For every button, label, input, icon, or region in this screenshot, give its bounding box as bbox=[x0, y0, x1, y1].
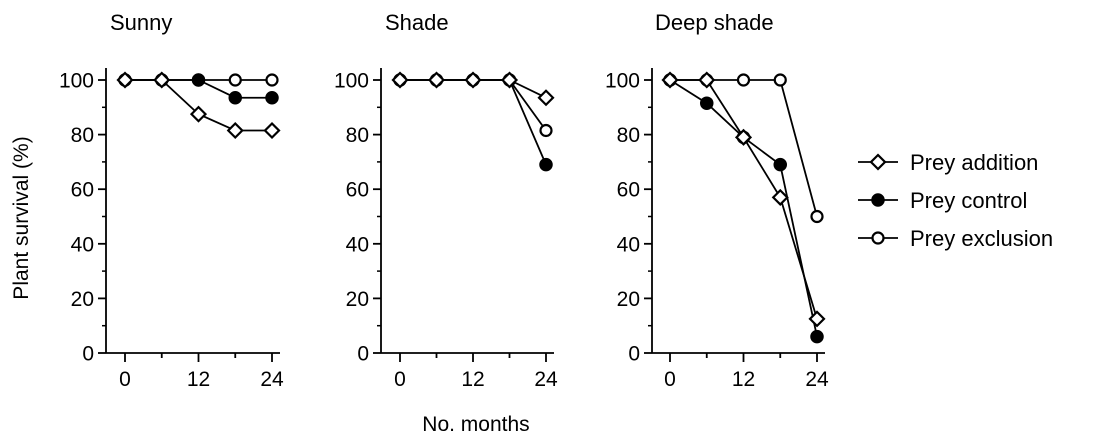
point-prey-control bbox=[810, 329, 824, 344]
point-prey-exclusion bbox=[265, 73, 279, 87]
point-prey-exclusion bbox=[773, 73, 787, 87]
y-tick-label: 40 bbox=[346, 233, 369, 256]
point-prey-addition bbox=[427, 71, 446, 89]
point-prey-addition bbox=[537, 89, 555, 107]
point-prey-addition bbox=[500, 71, 519, 89]
legend-marker-prey-exclusion bbox=[871, 231, 885, 245]
point-prey-addition bbox=[661, 71, 679, 89]
panel-title: Shade bbox=[385, 10, 449, 35]
y-tick-label: 40 bbox=[71, 233, 94, 256]
panel-sunny: Sunny 0 20 40 60 80 100 0 12 24 bbox=[59, 10, 284, 391]
y-tick-label: 20 bbox=[71, 288, 94, 311]
x-tick-label: 12 bbox=[187, 368, 210, 391]
panel-shade: Shade 0 20 40 60 80 100 0 12 24 bbox=[334, 10, 558, 391]
panel-deep-shade: Deep shade 0 20 40 60 80 100 0 12 24 bbox=[605, 10, 829, 391]
y-tick-label: 100 bbox=[59, 70, 94, 93]
point-prey-exclusion bbox=[810, 209, 824, 224]
y-tick-label: 20 bbox=[346, 288, 369, 311]
panels: Sunny 0 20 40 60 80 100 0 12 24 Shade 0 20 40 60 80 100 0… bbox=[59, 10, 829, 391]
x-axis-label: No. months bbox=[422, 413, 529, 436]
x-tick-label: 0 bbox=[119, 368, 131, 391]
point-prey-addition bbox=[771, 188, 789, 206]
y-axis-label: Plant survival (%) bbox=[10, 136, 33, 299]
point-prey-addition bbox=[808, 310, 826, 328]
point-prey-exclusion bbox=[228, 73, 242, 87]
point-prey-control bbox=[265, 90, 279, 105]
x-tick-label: 24 bbox=[260, 368, 284, 391]
legend-item-prey-addition: Prey addition bbox=[858, 150, 1038, 175]
y-tick-label: 20 bbox=[617, 288, 640, 311]
point-prey-addition bbox=[153, 71, 171, 89]
x-tick-label: 24 bbox=[805, 368, 829, 391]
y-tick-label: 80 bbox=[71, 124, 94, 147]
point-prey-addition bbox=[734, 128, 753, 146]
y-tick-label: 100 bbox=[605, 70, 640, 93]
point-prey-control bbox=[191, 73, 206, 87]
point-prey-exclusion bbox=[736, 73, 751, 87]
y-tick-label: 80 bbox=[346, 124, 369, 147]
y-tick-label: 40 bbox=[617, 233, 640, 256]
legend: Prey addition Prey control Prey exclusion bbox=[858, 150, 1053, 251]
legend-item-prey-exclusion: Prey exclusion bbox=[858, 226, 1053, 251]
legend-label: Prey addition bbox=[910, 150, 1038, 175]
point-prey-addition bbox=[226, 121, 244, 140]
panel-title: Deep shade bbox=[655, 10, 774, 35]
point-prey-control bbox=[228, 90, 242, 105]
y-tick-label: 60 bbox=[71, 179, 94, 202]
series-line-prey-addition bbox=[125, 79, 272, 132]
series-line-prey-addition bbox=[670, 79, 818, 320]
point-prey-addition bbox=[189, 105, 208, 123]
point-prey-control bbox=[700, 96, 714, 110]
point-prey-exclusion bbox=[539, 123, 553, 138]
y-tick-label: 60 bbox=[346, 179, 369, 202]
y-tick-label: 60 bbox=[617, 179, 640, 202]
y-tick-label: 0 bbox=[357, 343, 369, 366]
x-tick-label: 0 bbox=[394, 368, 406, 391]
x-tick-label: 12 bbox=[732, 368, 755, 391]
point-prey-control bbox=[773, 157, 787, 172]
point-prey-addition bbox=[464, 71, 482, 89]
point-prey-addition bbox=[391, 71, 409, 89]
legend-marker-prey-addition bbox=[869, 153, 887, 171]
point-prey-addition bbox=[698, 71, 716, 89]
legend-label: Prey exclusion bbox=[910, 226, 1053, 251]
y-tick-label: 100 bbox=[334, 70, 369, 93]
series-line-prey-control bbox=[400, 79, 547, 165]
point-prey-control bbox=[539, 157, 553, 172]
point-prey-addition bbox=[263, 121, 281, 140]
series-line-prey-exclusion bbox=[670, 79, 818, 217]
panel-title: Sunny bbox=[110, 10, 172, 35]
x-tick-label: 12 bbox=[461, 368, 484, 391]
x-tick-label: 24 bbox=[534, 368, 558, 391]
legend-item-prey-control: Prey control bbox=[858, 188, 1027, 213]
x-tick-label: 0 bbox=[664, 368, 676, 391]
y-tick-label: 0 bbox=[628, 343, 640, 366]
legend-label: Prey control bbox=[910, 188, 1027, 213]
y-tick-label: 80 bbox=[617, 124, 640, 147]
y-tick-label: 0 bbox=[82, 343, 94, 366]
legend-marker-prey-control bbox=[871, 193, 885, 207]
series-line-prey-control bbox=[669, 79, 818, 337]
point-prey-addition bbox=[116, 71, 134, 89]
